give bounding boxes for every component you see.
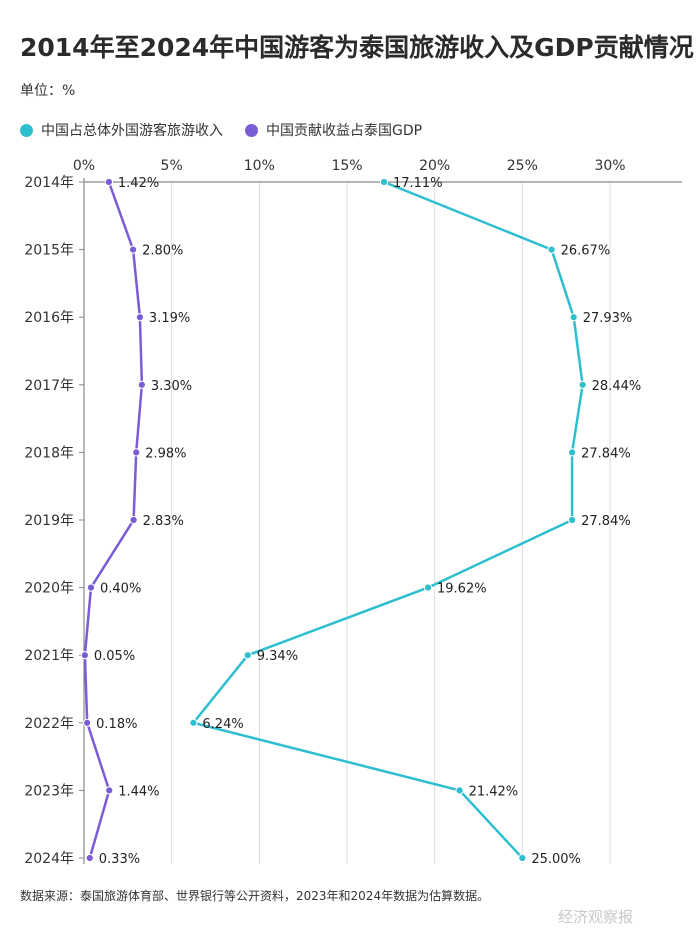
y-category-label: 2018年	[24, 445, 74, 461]
series-1-data-label: 0.40%	[100, 582, 141, 597]
y-category-label: 2020年	[24, 581, 74, 597]
legend: 中国占总体外国游客旅游收入 中国贡献收益占泰国GDP	[20, 120, 444, 140]
series-0-point	[189, 718, 198, 727]
y-category-label: 2021年	[24, 648, 74, 664]
y-category-label: 2015年	[24, 243, 74, 259]
series-0-point	[578, 380, 587, 389]
series-1-data-label: 0.05%	[94, 649, 135, 664]
y-category-label: 2024年	[24, 851, 74, 867]
series-1-data-label: 3.30%	[151, 379, 192, 394]
legend-item-purple[interactable]: 中国贡献收益占泰国GDP	[245, 120, 422, 140]
watermark-text: 经济观察报	[558, 908, 634, 926]
series-0-point	[518, 853, 527, 863]
legend-item-teal[interactable]: 中国占总体外国游客旅游收入	[20, 120, 223, 140]
series-1-data-label: 2.98%	[145, 446, 186, 461]
series-1-point	[104, 177, 113, 187]
y-category-label: 2017年	[24, 378, 74, 394]
series-1-data-label: 1.44%	[118, 784, 159, 799]
y-category-label: 2016年	[24, 310, 74, 326]
series-0-data-label: 19.62%	[437, 582, 487, 597]
series-0-point	[379, 177, 389, 187]
series-1-point	[83, 718, 92, 727]
series-0-data-label: 27.84%	[581, 514, 631, 529]
series-0-point	[243, 651, 252, 660]
series-1-point	[105, 786, 114, 795]
series-0-data-label: 26.67%	[561, 244, 611, 259]
series-0-data-label: 6.24%	[202, 717, 243, 732]
legend-dot-purple	[245, 123, 258, 137]
x-tick-label: 10%	[244, 158, 275, 174]
series-0-data-label: 17.11%	[393, 176, 443, 191]
series-1-data-label: 2.80%	[142, 244, 183, 259]
series-1-point	[80, 651, 89, 660]
series-0-point	[568, 515, 577, 525]
y-category-label: 2023年	[24, 783, 74, 799]
series-0-data-label: 25.00%	[531, 852, 581, 867]
series-1-point	[135, 313, 145, 322]
y-category-label: 2019年	[24, 513, 74, 529]
series-0-data-label: 27.93%	[583, 311, 633, 326]
series-1-data-label: 0.33%	[99, 852, 140, 867]
chart-title: 2014年至2024年中国游客为泰国旅游收入及GDP贡献情况	[20, 33, 694, 62]
legend-dot-teal	[20, 123, 33, 137]
series-0-data-label: 28.44%	[592, 379, 642, 394]
series-0-data-label: 21.42%	[469, 784, 519, 799]
x-tick-label: 30%	[594, 158, 625, 174]
series-1-data-label: 0.18%	[96, 717, 137, 732]
x-tick-label: 20%	[419, 158, 450, 174]
x-tick-label: 15%	[331, 158, 362, 174]
series-1-data-label: 1.42%	[118, 176, 159, 191]
series-1-data-label: 2.83%	[143, 514, 184, 529]
series-line-0	[192, 180, 584, 859]
series-0-point	[455, 786, 464, 795]
legend-label-purple: 中国贡献收益占泰国GDP	[266, 123, 423, 139]
series-1-point	[85, 853, 94, 863]
series-0-point	[568, 448, 577, 457]
source-note: 数据来源：泰国旅游体育部、世界银行等公开资料，2023年和2024年数据为估算数…	[20, 889, 490, 903]
series-1-point	[86, 583, 96, 592]
series-0-point	[547, 245, 556, 254]
series-1-point	[129, 515, 138, 525]
x-tick-label: 5%	[161, 158, 183, 174]
y-category-label: 2014年	[24, 175, 74, 191]
x-tick-label: 0%	[73, 158, 95, 174]
x-tick-label: 25%	[507, 158, 538, 174]
series-0-data-label: 9.34%	[257, 649, 298, 664]
series-1-point	[137, 380, 146, 389]
series-1-point	[132, 448, 141, 457]
legend-label-teal: 中国占总体外国游客旅游收入	[41, 123, 223, 139]
series-1-point	[128, 245, 138, 254]
series-0-data-label: 27.84%	[581, 446, 631, 461]
series-1-data-label: 3.19%	[149, 311, 190, 326]
series-0-point	[569, 313, 578, 322]
series-0-point	[423, 583, 433, 592]
y-category-label: 2022年	[24, 716, 74, 732]
unit-label: 单位：%	[20, 83, 76, 99]
